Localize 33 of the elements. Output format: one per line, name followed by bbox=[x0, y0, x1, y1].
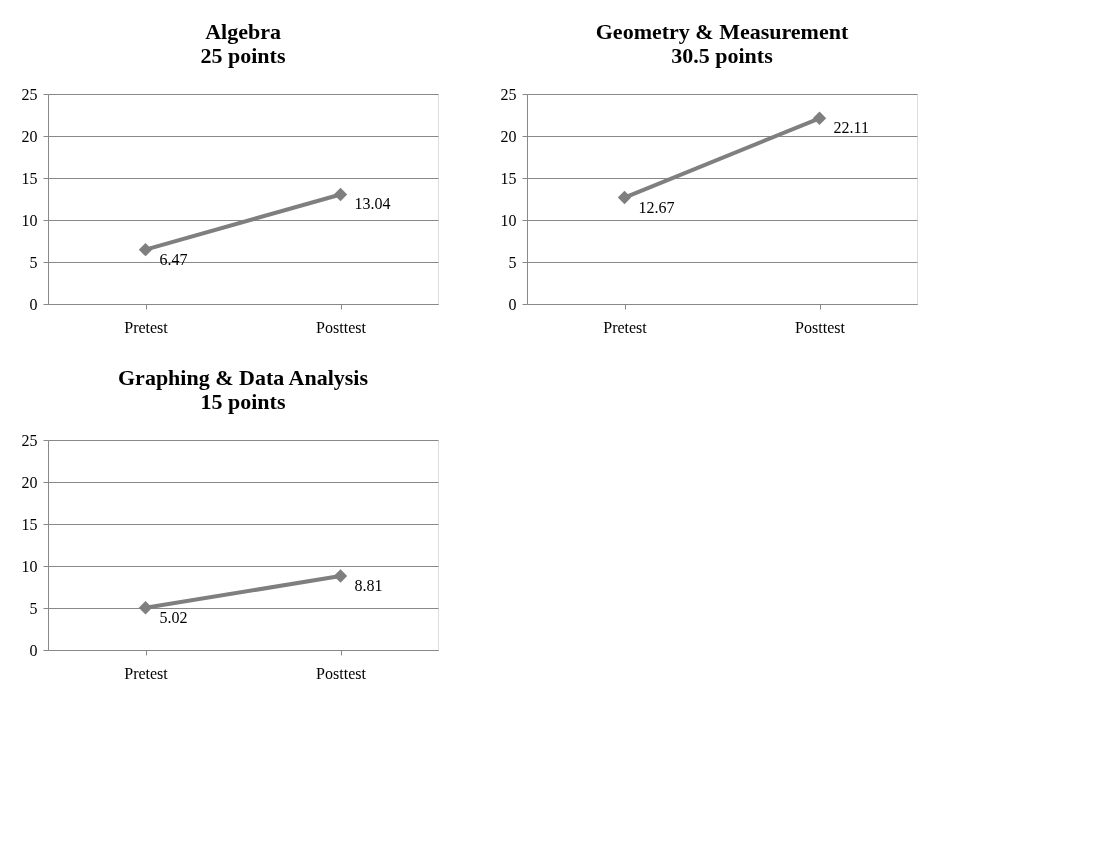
y-tick-label: 10 bbox=[21, 211, 38, 229]
data-label: 6.47 bbox=[159, 250, 188, 268]
data-label: 13.04 bbox=[354, 195, 391, 213]
y-tick-label: 15 bbox=[21, 515, 38, 533]
y-tick-label: 20 bbox=[21, 473, 38, 491]
x-tick-label: Pretest bbox=[124, 664, 169, 682]
y-tick-label: 25 bbox=[21, 431, 38, 449]
y-tick-label: 5 bbox=[29, 599, 38, 617]
chart-title: Algebra 25 points bbox=[200, 19, 286, 68]
y-tick-label: 0 bbox=[29, 641, 38, 659]
y-tick-label: 15 bbox=[500, 169, 517, 187]
data-label: 5.02 bbox=[159, 608, 188, 626]
data-label: 12.67 bbox=[638, 198, 675, 216]
x-tick-label: Pretest bbox=[603, 318, 648, 336]
x-tick-label: Posttest bbox=[316, 318, 367, 336]
y-tick-label: 5 bbox=[508, 253, 517, 271]
y-tick-label: 20 bbox=[21, 127, 38, 145]
y-tick-label: 10 bbox=[500, 211, 517, 229]
y-tick-label: 5 bbox=[29, 253, 38, 271]
y-tick-label: 20 bbox=[500, 127, 517, 145]
x-tick-label: Posttest bbox=[795, 318, 846, 336]
data-label: 8.81 bbox=[354, 577, 383, 594]
chart-title: Graphing & Data Analysis 15 points bbox=[118, 365, 369, 414]
x-tick-label: Posttest bbox=[316, 664, 367, 682]
y-tick-label: 15 bbox=[21, 169, 38, 187]
y-tick-label: 0 bbox=[29, 295, 38, 313]
x-tick-label: Pretest bbox=[124, 318, 169, 336]
y-tick-label: 10 bbox=[21, 557, 38, 575]
y-tick-label: 25 bbox=[500, 85, 517, 103]
y-tick-label: 25 bbox=[21, 85, 38, 103]
chart-title: Geometry & Measurement 30.5 points bbox=[595, 19, 849, 68]
data-label: 22.11 bbox=[833, 119, 869, 137]
y-tick-label: 0 bbox=[508, 295, 517, 313]
